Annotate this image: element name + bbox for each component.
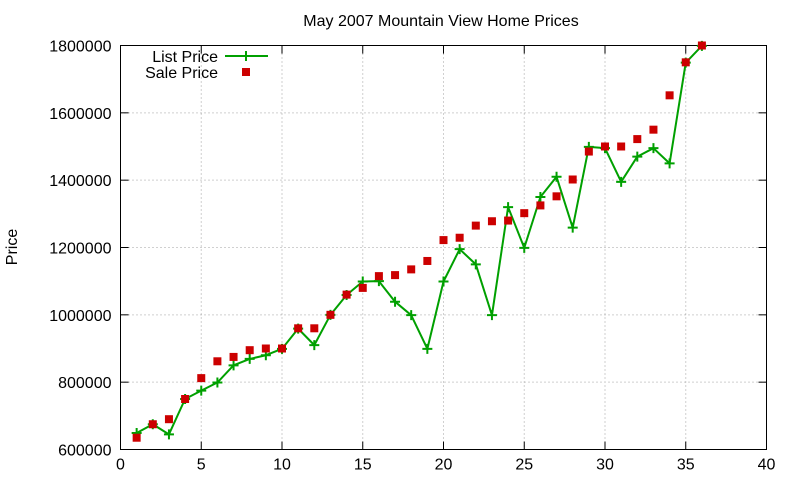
list-price-point	[535, 192, 546, 202]
sale-price-point	[407, 265, 416, 274]
sale-price-point	[487, 217, 496, 226]
x-tick-labels: 0 5 10 15 20 25 30 35 40	[116, 457, 775, 474]
sale-price-point	[374, 272, 383, 281]
sale-price-point	[552, 192, 561, 201]
x-tick-label: 40	[758, 457, 776, 474]
x-tick-label: 25	[515, 457, 533, 474]
legend-square-swatch	[242, 68, 250, 76]
sale-price-point	[294, 324, 303, 333]
list-price-point	[519, 242, 530, 253]
legend-plus-swatch	[241, 51, 251, 61]
list-price-point	[390, 296, 401, 307]
list-price-point	[212, 377, 223, 388]
sale-price-point	[633, 135, 642, 144]
list-price-point	[438, 276, 449, 287]
x-tick-label: 10	[273, 457, 291, 474]
x-tick-label: 0	[116, 457, 125, 474]
sale-price-point	[229, 352, 238, 361]
sale-price-point	[342, 290, 351, 299]
sale-price-point	[245, 346, 254, 355]
list-price-point	[309, 340, 320, 351]
sale-price-point	[665, 91, 674, 100]
x-tick-label: 30	[596, 457, 614, 474]
sale-price-point	[164, 415, 173, 424]
sale-price-point	[601, 142, 609, 151]
sale-price-point	[649, 125, 658, 134]
legend-label: List Price	[152, 49, 218, 66]
sale-price-point	[504, 216, 513, 225]
list-price-point	[228, 360, 239, 371]
sale-price-point	[326, 310, 335, 319]
sale-price-point	[213, 357, 222, 366]
list-price-point	[244, 353, 255, 364]
sale-price-point	[310, 324, 319, 333]
series-sale-price	[132, 41, 706, 442]
y-tick-label: 1400000	[49, 173, 111, 190]
list-price-point	[567, 222, 578, 233]
list-price-point	[486, 310, 497, 321]
list-price-point	[163, 429, 174, 440]
y-tick-label: 1800000	[49, 39, 111, 56]
sale-price-point	[536, 201, 545, 210]
list-price-point	[503, 202, 514, 213]
sale-price-point	[697, 41, 706, 50]
sale-price-point	[391, 271, 400, 280]
y-axis-label: Price	[4, 229, 21, 266]
list-price-point	[648, 143, 659, 154]
sale-price-point	[617, 142, 626, 151]
list-price-point	[196, 385, 207, 396]
list-price-point	[470, 259, 481, 270]
x-tick-label: 20	[435, 457, 453, 474]
list-price-point	[422, 343, 433, 354]
sale-price-point	[261, 344, 270, 353]
y-tick-label: 800000	[58, 375, 111, 392]
list-price-point	[454, 244, 465, 255]
list-price-point	[551, 171, 562, 182]
sale-price-point	[471, 221, 480, 230]
list-price-point	[616, 176, 627, 187]
x-tick-label: 15	[354, 457, 372, 474]
sale-price-point	[455, 233, 464, 242]
sale-price-point	[181, 395, 190, 403]
sale-price-point	[520, 209, 529, 218]
y-tick-label: 1000000	[49, 308, 111, 325]
sale-price-point	[358, 283, 367, 292]
sale-price-point	[584, 147, 593, 156]
series-layer	[131, 40, 707, 442]
list-price-point	[664, 158, 675, 169]
sale-price-point	[197, 374, 206, 383]
x-tick-label: 5	[197, 457, 206, 474]
sale-price-point	[423, 256, 432, 265]
grid-lines	[120, 45, 767, 450]
y-tick-label: 1600000	[49, 106, 111, 123]
y-tick-label: 600000	[58, 443, 111, 460]
axis-ticks	[120, 45, 767, 450]
series-list-price	[131, 40, 707, 440]
sale-price-point	[681, 58, 690, 67]
chart-title: May 2007 Mountain View Home Prices	[303, 13, 578, 30]
sale-price-point	[568, 175, 577, 184]
x-tick-label: 35	[677, 457, 695, 474]
list-price-point	[632, 151, 643, 162]
sale-price-point	[132, 433, 141, 442]
y-tick-label: 1200000	[49, 241, 111, 258]
list-price-point	[406, 310, 417, 321]
legend-label: Sale Price	[145, 65, 218, 82]
sale-price-point	[278, 344, 286, 353]
list-price-line	[136, 45, 703, 436]
sale-price-point	[439, 236, 448, 245]
sale-price-point	[148, 420, 157, 429]
y-tick-labels: 600000 800000 1000000 1200000 1400000 1600000…	[49, 39, 111, 460]
